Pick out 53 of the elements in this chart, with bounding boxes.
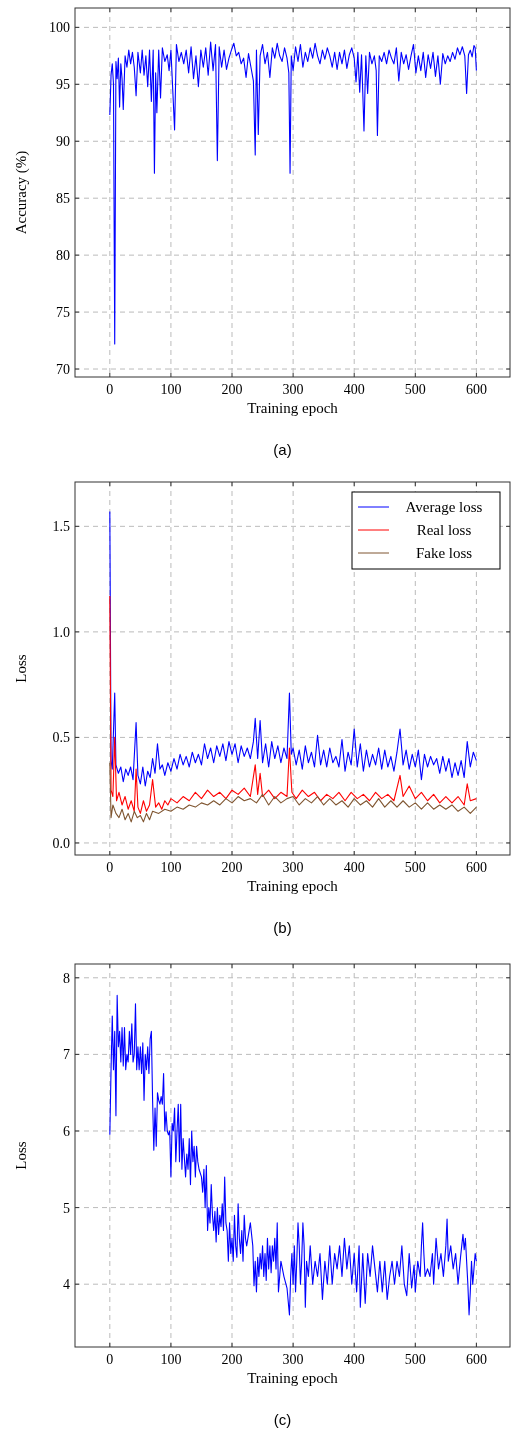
y-tick-label: 90 [56, 134, 70, 150]
y-tick-label: 80 [56, 248, 70, 264]
x-tick-label: 400 [343, 1352, 365, 1367]
y-tick-label: 5 [63, 1200, 70, 1216]
y-tick-label: 85 [56, 191, 70, 207]
x-tick-label: 200 [221, 1352, 243, 1367]
x-tick-label: 300 [282, 382, 304, 397]
x-tick-label: 100 [160, 1352, 182, 1367]
x-tick-label: 200 [221, 382, 243, 397]
x-axis-title: Training epoch [247, 878, 339, 894]
x-tick-label: 400 [343, 860, 365, 875]
y-axis-title: Loss [13, 654, 29, 683]
legend-label: Fake loss [415, 545, 473, 561]
line-series [109, 595, 477, 814]
line-series [109, 762, 477, 823]
y-tick-label: 95 [56, 77, 70, 93]
y-axis-title: Accuracy (%) [13, 150, 30, 235]
y-tick-label: 70 [56, 362, 70, 378]
y-tick-label: 4 [63, 1277, 70, 1293]
line-series [109, 994, 477, 1316]
y-tick-label: 7 [63, 1047, 70, 1063]
x-tick-label: 600 [465, 860, 487, 875]
x-tick-label: 0 [106, 1352, 114, 1367]
y-tick-label: 1.0 [52, 624, 70, 640]
x-axis-title: Training epoch [247, 1370, 339, 1386]
x-tick-label: 500 [404, 382, 426, 397]
x-tick-label: 100 [160, 860, 182, 875]
text: (b) [273, 919, 292, 936]
legend-label: Average loss [405, 499, 483, 515]
x-tick-label: 300 [282, 1352, 304, 1367]
y-tick-label: 0.0 [52, 835, 70, 851]
x-tick-label: 0 [106, 382, 114, 397]
y-tick-label: 0.5 [52, 730, 70, 746]
y-tick-label: 6 [63, 1123, 70, 1139]
y-tick-label: 75 [56, 305, 70, 321]
x-tick-label: 500 [404, 860, 426, 875]
x-tick-label: 600 [465, 1352, 487, 1367]
x-tick-label: 100 [160, 382, 182, 397]
y-axis-title: Loss [13, 1141, 29, 1170]
y-tick-label: 8 [63, 970, 70, 986]
line-series [109, 41, 477, 345]
x-axis-title: Training epoch [247, 400, 339, 416]
legend-label: Real loss [416, 522, 472, 538]
y-tick-label: 100 [49, 20, 70, 36]
text: (a) [273, 441, 292, 458]
x-tick-label: 600 [465, 382, 487, 397]
x-tick-label: 0 [106, 860, 114, 875]
x-tick-label: 300 [282, 860, 304, 875]
x-tick-label: 200 [221, 860, 243, 875]
x-tick-label: 500 [404, 1352, 426, 1367]
text: (c) [273, 1411, 292, 1428]
x-tick-label: 400 [343, 382, 365, 397]
y-tick-label: 1.5 [52, 519, 70, 535]
